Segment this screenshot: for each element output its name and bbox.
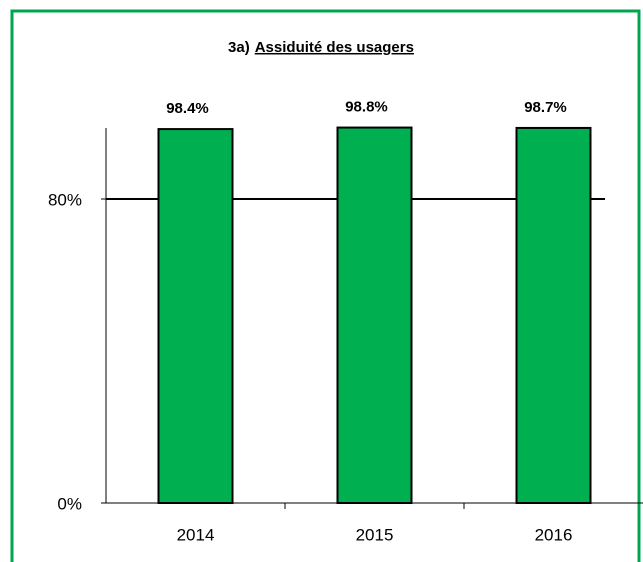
x-tick-label: 2015 xyxy=(356,525,394,544)
y-tick-label: 0% xyxy=(57,494,82,513)
x-tick-label: 2014 xyxy=(177,525,215,544)
bar xyxy=(336,126,413,504)
y-tick-label: 80% xyxy=(48,190,82,209)
x-tick-label: 2016 xyxy=(535,525,573,544)
value-label: 98.7% xyxy=(524,99,567,116)
bar xyxy=(157,128,234,505)
chart-title-prefix: 3a) xyxy=(228,39,250,56)
chart-title: Assiduité des usagers xyxy=(255,39,414,56)
frame xyxy=(10,9,641,562)
bar xyxy=(515,126,592,504)
value-label: 98.8% xyxy=(345,99,388,116)
value-label: 98.4% xyxy=(166,100,209,117)
